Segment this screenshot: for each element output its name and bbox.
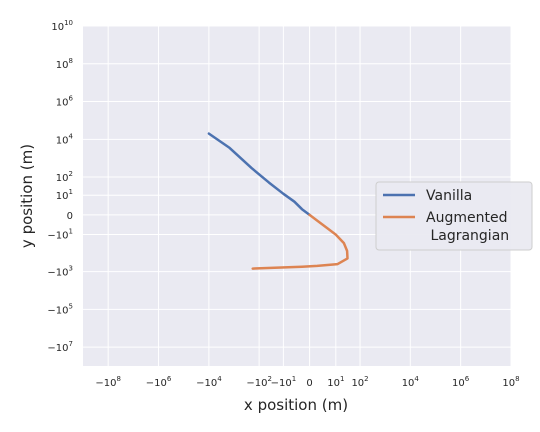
x-tick-label: 101 xyxy=(327,375,344,389)
y-tick-label: 101 xyxy=(56,188,73,202)
x-axis-label: x position (m) xyxy=(244,396,348,414)
y-tick-label: 106 xyxy=(56,95,74,109)
x-tick-label: −108 xyxy=(95,375,121,389)
y-tick-label: −101 xyxy=(47,228,73,242)
y-tick-label: 0 xyxy=(67,211,73,222)
y-tick-label: −107 xyxy=(47,340,73,354)
x-tick-label: −106 xyxy=(146,375,172,389)
y-tick-label: 1010 xyxy=(51,19,73,33)
x-tick-label: −102 xyxy=(246,375,272,389)
x-tick-label: −101 xyxy=(271,375,297,389)
series-layer xyxy=(207,132,349,270)
x-tick-label: −104 xyxy=(196,375,222,389)
y-axis-label: y position (m) xyxy=(18,144,36,248)
x-tick-label: 104 xyxy=(402,375,420,389)
y-tick-label: 102 xyxy=(56,170,73,184)
x-tick-labels: −108 −106 −104 −102−101 0 101 102 104 106 108 xyxy=(95,375,519,389)
series-line xyxy=(207,132,311,217)
x-tick-label: 0 xyxy=(306,378,312,389)
legend-box xyxy=(375,181,533,251)
y-tick-label: 104 xyxy=(56,132,74,146)
y-tick-label: 108 xyxy=(56,57,73,71)
legend: Vanilla Augmented Lagrangian xyxy=(375,181,533,251)
x-tick-label: 102 xyxy=(351,375,368,389)
x-tick-label: 108 xyxy=(502,375,519,389)
y-tick-label: −105 xyxy=(47,302,73,316)
legend-label: Augmented Lagrangian xyxy=(426,210,509,244)
legend-label: Vanilla xyxy=(426,188,472,204)
series-line xyxy=(251,213,349,270)
x-tick-label: 106 xyxy=(452,375,470,389)
y-tick-label: −103 xyxy=(47,265,73,279)
